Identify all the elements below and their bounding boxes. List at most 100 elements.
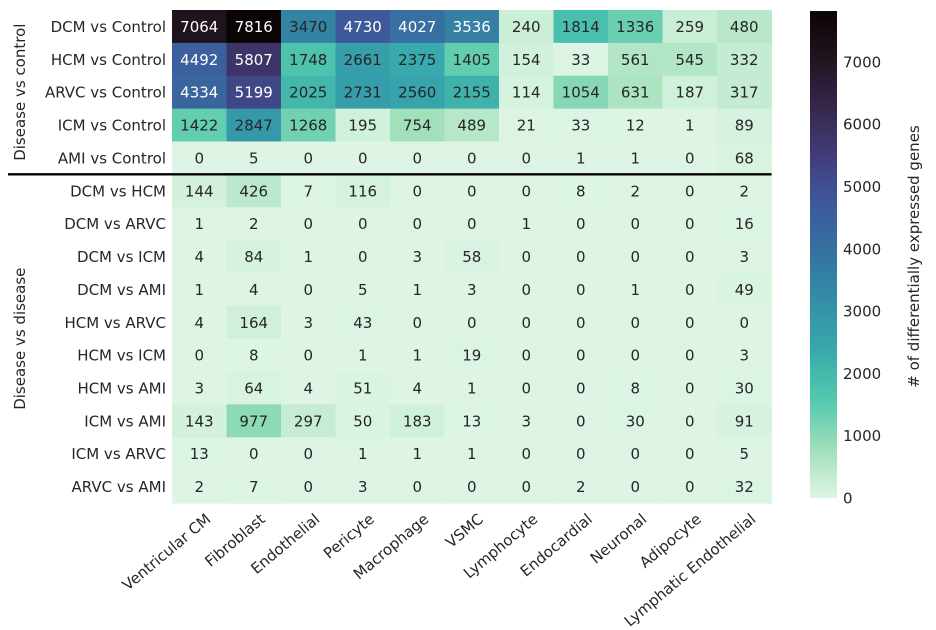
heatmap-cell [662,108,718,143]
heatmap-cell [444,141,500,175]
cell-value-label: 1 [358,347,368,365]
heatmap-cell [390,42,446,77]
colorbar: 0 1000 2000 3000 4000 5000 6000 7000 # of differ… [810,11,923,508]
cell-value-label: 0 [685,478,695,496]
cell-value-label: 3 [521,412,531,430]
cell-value-label: 0 [467,182,477,200]
cell-value-label: 0 [412,182,422,200]
heatmap-cell [390,404,446,438]
heatmap-cell [226,404,282,438]
heatmap-cell [226,10,282,44]
cell-value-label: 0 [521,182,531,200]
heatmap-cell [662,338,718,373]
heatmap-cell [444,207,500,241]
heatmap-cell [662,10,718,44]
cell-value-label: 1 [412,347,422,365]
cell-value-label: 0 [521,248,531,266]
cell-value-label: 0 [521,478,531,496]
row-tick-label: DCM vs ICM [77,248,166,266]
cell-value-label: 58 [462,248,481,266]
cell-value-label: 0 [303,478,313,496]
heatmap-cell [444,404,500,438]
cell-value-label: 0 [739,314,749,332]
column-tick-label: VSMC [442,510,487,552]
heatmap-cell [608,75,664,110]
heatmap-cell [717,207,773,241]
heatmap-cell [390,338,446,373]
cell-value-label: 12 [626,117,645,135]
heatmap-cell [390,75,446,110]
cell-value-label: 0 [412,215,422,233]
cell-value-label: 332 [730,51,759,69]
heatmap-cell [390,437,446,471]
cell-value-label: 1 [194,215,204,233]
colorbar-tick-label: 4000 [843,240,881,258]
row-tick-label: HCM vs ICM [77,347,166,365]
cell-value-label: 1 [467,380,477,398]
cell-value-label: 13 [190,445,209,463]
heatmap-cell [662,207,718,241]
cell-value-label: 164 [239,314,268,332]
cell-value-label: 0 [303,149,313,167]
heatmap-cell [335,338,391,373]
heatmap-cell [281,10,337,44]
heatmap-cell [172,338,228,373]
heatmap-cell [335,42,391,77]
cell-value-label: 1 [358,445,368,463]
cell-value-label: 0 [358,149,368,167]
cell-value-label: 3 [412,248,422,266]
colorbar-tick-label: 7000 [843,53,881,71]
heatmap-cell [608,404,664,438]
heatmap-cell [717,141,773,175]
cell-value-label: 2560 [398,84,436,102]
cell-value-label: 144 [185,182,214,200]
cell-value-label: 2847 [235,117,273,135]
row-tick-label: DCM vs ARVC [64,215,166,233]
cell-value-label: 1814 [562,18,600,36]
heatmap-cell [717,272,773,307]
cell-value-label: 5 [739,445,749,463]
cell-value-label: 0 [521,347,531,365]
cell-value-label: 0 [576,445,586,463]
cell-value-label: 143 [185,412,214,430]
cell-value-label: 4 [194,248,204,266]
heatmap-cell [444,10,500,44]
heatmap-cell [226,470,282,504]
cell-value-label: 3 [739,248,749,266]
cell-value-label: 4 [303,380,313,398]
cell-value-label: 3 [358,478,368,496]
cell-value-label: 7816 [235,18,273,36]
heatmap-cell [444,338,500,373]
heatmap-cell [608,470,664,504]
heatmap-cell [226,75,282,110]
cell-value-label: 91 [735,412,754,430]
heatmap-cell [335,207,391,241]
heatmap-cell [717,338,773,373]
heatmap-cell [662,174,718,208]
heatmap-cell [717,108,773,143]
cell-value-label: 8 [630,380,640,398]
cell-value-label: 0 [576,412,586,430]
heatmap-cell [335,371,391,406]
heatmap-cell [444,174,500,208]
heatmap-cells: 7064 7816 3470 4730 4027 3536 240 1814 1336 259 48… [8,10,773,504]
heatmap-cell [662,141,718,175]
heatmap-cell [281,42,337,77]
cell-value-label: 0 [358,215,368,233]
cell-value-label: 0 [358,248,368,266]
cell-value-label: 1 [630,281,640,299]
heatmap-cell [335,141,391,175]
cell-value-label: 0 [576,281,586,299]
heatmap-cell [444,108,500,143]
heatmap-cell [608,371,664,406]
heatmap-cell [553,141,609,175]
cell-value-label: 0 [249,445,259,463]
cell-value-label: 154 [512,51,541,69]
heatmap-cell [553,404,609,438]
cell-value-label: 30 [626,412,645,430]
colorbar-tick-label: 5000 [843,178,881,196]
cell-value-label: 1336 [616,18,654,36]
heatmap-cell [172,470,228,504]
cell-value-label: 545 [675,51,704,69]
